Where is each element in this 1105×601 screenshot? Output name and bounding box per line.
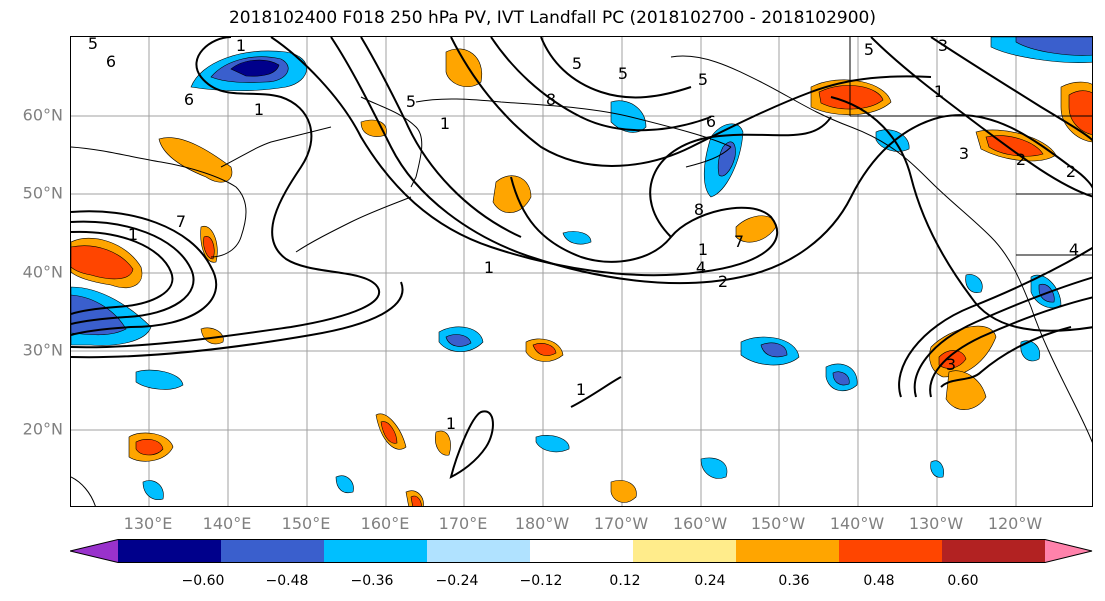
- lat-label-20n: 20°N: [22, 419, 63, 439]
- colorbar-outline: [70, 539, 1093, 563]
- lon-label-120w: 120°W: [987, 514, 1043, 533]
- lon-label-130w: 130°W: [908, 514, 964, 533]
- colorbar: [70, 539, 1093, 563]
- contour-label: 5: [864, 40, 874, 59]
- contour-label: 4: [1069, 240, 1079, 259]
- region-box: [849, 37, 1092, 256]
- contour-label: 1: [698, 240, 708, 259]
- contour-label: 7: [734, 232, 744, 251]
- contour-label: 7: [176, 212, 186, 231]
- map-canvas: 5 6 1 6 1 7 1 5 8 1 5 5 5 6 7 1 8 1 2 5 …: [71, 37, 1092, 506]
- colorbar-extend-min: [70, 539, 118, 563]
- coastlines: [71, 55, 1092, 506]
- contour-label: 3: [938, 37, 948, 55]
- contour-label: 6: [184, 90, 194, 109]
- lon-label-140w: 140°W: [829, 514, 885, 533]
- contour-label: 3: [946, 355, 956, 374]
- contour-label: 6: [106, 52, 116, 71]
- contour-label: 4: [696, 258, 706, 277]
- contour-label: 5: [698, 70, 708, 89]
- colorbar-tick: 0.60: [947, 573, 979, 589]
- lon-label-140e: 140°E: [202, 514, 252, 533]
- colorbar-segment: [736, 539, 840, 563]
- colorbar-tick: 0.24: [694, 573, 726, 589]
- map-title: 2018102400 F018 250 hPa PV, IVT Landfall…: [228, 8, 876, 28]
- lat-label-60n: 60°N: [22, 105, 63, 125]
- lat-label-50n: 50°N: [22, 183, 63, 203]
- map-panel: 5 6 1 6 1 7 1 5 8 1 5 5 5 6 7 1 8 1 2 5 …: [70, 36, 1093, 507]
- contour-label: 8: [694, 200, 704, 219]
- contour-label: 8: [546, 90, 556, 109]
- colorbar-tick: −0.24: [435, 573, 479, 589]
- pv-contours: [71, 37, 1092, 479]
- lat-label-30n: 30°N: [22, 340, 63, 360]
- colorbar-tick: −0.12: [519, 573, 563, 589]
- lon-label-160w: 160°W: [672, 514, 728, 533]
- contour-label: 5: [618, 64, 628, 83]
- lon-label-150e: 150°E: [281, 514, 331, 533]
- lon-label-150w: 150°W: [750, 514, 806, 533]
- contour-label: 3: [959, 144, 969, 163]
- contour-label: 5: [406, 92, 416, 111]
- colorbar-segment: [839, 539, 943, 563]
- colorbar-segment: [633, 539, 737, 563]
- lat-label-40n: 40°N: [22, 262, 63, 282]
- contour-label: 1: [934, 82, 944, 101]
- contour-label: 2: [1066, 162, 1076, 181]
- lon-label-130e: 130°E: [123, 514, 173, 533]
- contour-label: 5: [572, 54, 582, 73]
- lon-label-180w: 180°W: [514, 514, 570, 533]
- contour-label: 6: [706, 112, 716, 131]
- colorbar-extend-max: [1045, 539, 1092, 563]
- colorbar-tick: −0.60: [181, 573, 225, 589]
- contour-label: 2: [718, 272, 728, 291]
- colorbar-tick: 0.12: [609, 573, 641, 589]
- colorbar-segment: [221, 539, 325, 563]
- contour-label-group: 5 6 1 6 1 7 1 5 8 1 5 5 5 6 7 1 8 1 2 5 …: [88, 37, 1079, 433]
- colorbar-segment: [530, 539, 634, 563]
- colorbar-segment: [118, 539, 222, 563]
- contour-label: 1: [236, 37, 246, 55]
- contour-label: 1: [254, 100, 264, 119]
- colorbar-tick: 0.36: [778, 573, 810, 589]
- contour-label: 1: [446, 414, 456, 433]
- contour-label: 1: [484, 258, 494, 277]
- colorbar-segment: [942, 539, 1046, 563]
- colorbar-tick: −0.36: [350, 573, 394, 589]
- contour-label: 5: [88, 37, 98, 53]
- colorbar-segments: [70, 539, 1092, 563]
- colorbar-tick: 0.48: [863, 573, 895, 589]
- pv-shading: [71, 37, 1092, 506]
- colorbar-segment: [324, 539, 428, 563]
- lon-label-170e: 170°E: [438, 514, 488, 533]
- contour-label: 1: [128, 225, 138, 244]
- contour-label: 2: [1016, 150, 1026, 169]
- contour-label: 1: [576, 380, 586, 399]
- colorbar-tick: −0.48: [265, 573, 309, 589]
- colorbar-segment: [427, 539, 531, 563]
- contour-label: 1: [440, 114, 450, 133]
- lon-label-160e: 160°E: [360, 514, 410, 533]
- lon-label-170w: 170°W: [593, 514, 649, 533]
